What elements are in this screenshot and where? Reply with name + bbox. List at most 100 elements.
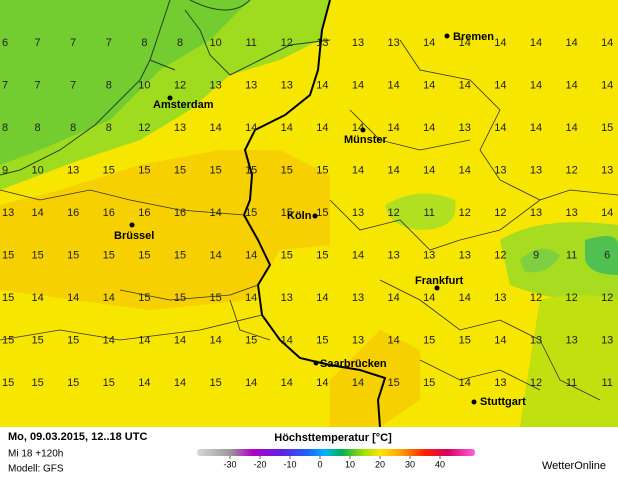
scale-tick-label: 40 — [435, 459, 445, 469]
grid-value: 8 — [2, 122, 8, 134]
grid-value: 15 — [174, 292, 186, 304]
grid-value: 15 — [103, 164, 115, 176]
grid-value: 14 — [31, 292, 43, 304]
grid-value: 14 — [245, 249, 257, 261]
grid-value: 13 — [387, 249, 399, 261]
grid-value: 13 — [352, 334, 364, 346]
grid-value: 8 — [70, 122, 76, 134]
scale-tick-label: -10 — [283, 459, 296, 469]
grid-value: 6 — [2, 37, 8, 49]
city-dot — [313, 360, 319, 366]
grid-value: 14 — [352, 249, 364, 261]
grid-value: 13 — [316, 37, 328, 49]
grid-value: 13 — [281, 79, 293, 91]
grid-value: 12 — [494, 207, 506, 219]
grid-value: 14 — [387, 292, 399, 304]
grid-value: 13 — [494, 164, 506, 176]
grid-value: 15 — [67, 249, 79, 261]
grid-value: 14 — [494, 37, 506, 49]
grid-value: 12 — [601, 292, 613, 304]
city-label: Frankfurt — [415, 275, 464, 287]
grid-value: 14 — [601, 207, 613, 219]
city-label: Brüssel — [114, 230, 154, 242]
grid-value: 15 — [423, 334, 435, 346]
grid-value: 12 — [565, 164, 577, 176]
grid-value: 14 — [245, 122, 257, 134]
grid-value: 14 — [601, 37, 613, 49]
grid-value: 13 — [209, 79, 221, 91]
grid-value: 15 — [316, 334, 328, 346]
grid-value: 15 — [174, 164, 186, 176]
grid-value: 14 — [209, 249, 221, 261]
area-orange — [0, 150, 330, 310]
grid-value: 13 — [352, 292, 364, 304]
grid-value: 13 — [565, 334, 577, 346]
date: Mo, 09.03.2015, 12..18 UTC — [8, 431, 147, 443]
grid-value: 14 — [281, 334, 293, 346]
grid-value: 15 — [2, 377, 14, 389]
region-border — [0, 39, 618, 401]
city-dot — [360, 127, 366, 133]
grid-value: 13 — [530, 334, 542, 346]
scale-tick-label: 0 — [317, 459, 322, 469]
grid-value: 13 — [494, 377, 506, 389]
grid-value: 14 — [281, 122, 293, 134]
grid-value: 14 — [352, 164, 364, 176]
grid-value: 7 — [2, 79, 8, 91]
grid-value: 11 — [601, 377, 612, 389]
grid-value: 16 — [103, 207, 115, 219]
city-dot — [471, 399, 477, 405]
grid-value: 15 — [138, 292, 150, 304]
grid-value: 14 — [316, 377, 328, 389]
grid-value: 14 — [31, 207, 43, 219]
grid-value: 15 — [459, 334, 471, 346]
grid-value: 13 — [423, 249, 435, 261]
scale-ticks: -30 -20 -10 0 10 20 30 40 — [223, 456, 445, 469]
grid-value: 7 — [106, 37, 112, 49]
grid-value: 15 — [2, 292, 14, 304]
grid-value: 14 — [423, 292, 435, 304]
grid-value: 14 — [565, 79, 577, 91]
grid-value: 14 — [459, 79, 471, 91]
grid-value: 15 — [138, 249, 150, 261]
grid-value: 12 — [387, 207, 399, 219]
city-dot — [312, 213, 318, 219]
grid-value: 11 — [566, 249, 577, 261]
grid-value: 15 — [31, 334, 43, 346]
grid-value: 16 — [67, 207, 79, 219]
footer: Mo, 09.03.2015, 12..18 UTC Mi 18 +120h M… — [0, 427, 618, 478]
grid-value: 16 — [138, 207, 150, 219]
grid-value: 12 — [565, 292, 577, 304]
scale-tick-label: -20 — [253, 459, 266, 469]
grid-value: 14 — [601, 79, 613, 91]
area-orange — [330, 330, 420, 427]
grid-value: 12 — [459, 207, 471, 219]
grid-value: 14 — [387, 79, 399, 91]
grid-value: 13 — [245, 79, 257, 91]
run: Mi 18 +120h — [8, 449, 63, 460]
grid-value: 9 — [533, 249, 539, 261]
grid-value: 14 — [387, 334, 399, 346]
city-label: Amsterdam — [153, 99, 214, 111]
grid-value: 14 — [103, 292, 115, 304]
grid-value: 12 — [281, 37, 293, 49]
grid-value: 14 — [565, 37, 577, 49]
grid-value: 14 — [209, 122, 221, 134]
grid-value: 15 — [209, 377, 221, 389]
grid-value: 13 — [565, 207, 577, 219]
grid-value: 13 — [494, 292, 506, 304]
grid-value: 13 — [601, 164, 613, 176]
grid-value: 15 — [67, 377, 79, 389]
city-label: Köln — [287, 210, 312, 222]
grid-value: 14 — [387, 122, 399, 134]
area-green — [520, 248, 560, 273]
grid-value: 13 — [281, 292, 293, 304]
grid-value: 15 — [316, 164, 328, 176]
legend-title: Höchsttemperatur [°C] — [274, 432, 392, 444]
grid-value: 14 — [459, 164, 471, 176]
grid-value: 15 — [31, 249, 43, 261]
grid-value: 7 — [35, 79, 41, 91]
grid-value: 14 — [423, 164, 435, 176]
scale-tick-label: 10 — [345, 459, 355, 469]
grid-value: 6 — [604, 249, 610, 261]
